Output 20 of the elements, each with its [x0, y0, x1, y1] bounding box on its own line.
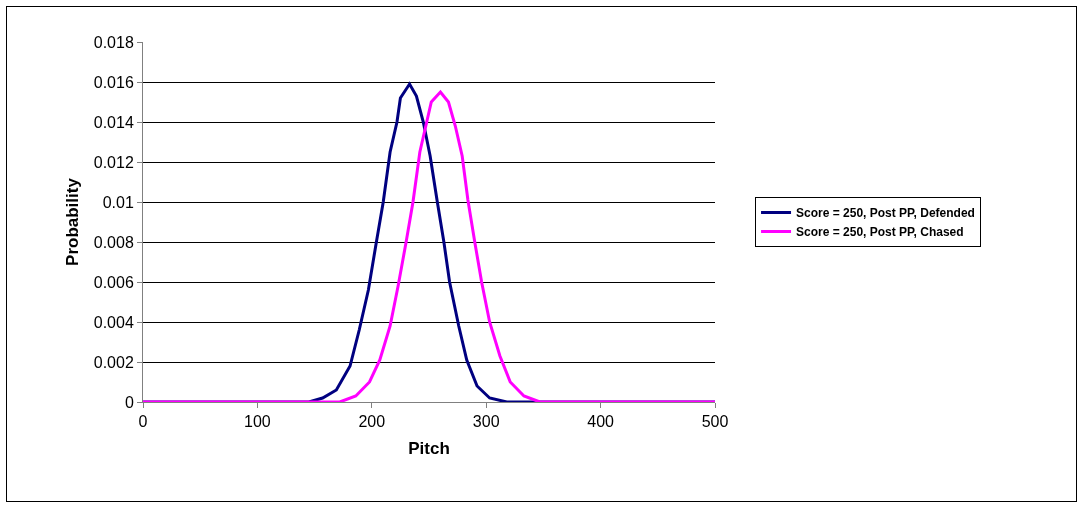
- x-tick-label: 300: [472, 413, 500, 431]
- y-axis-title: Probability: [63, 177, 83, 266]
- x-tick-label: 0: [138, 413, 148, 431]
- y-tick-label: 0.014: [93, 113, 134, 131]
- x-tick-label: 200: [358, 413, 386, 431]
- y-tick-label: 0: [124, 393, 134, 411]
- x-axis-title: Pitch: [408, 438, 450, 458]
- y-tick-label: 0.01: [102, 193, 134, 211]
- x-tick-label: 500: [701, 413, 729, 431]
- y-tick-label: 0.002: [93, 353, 134, 371]
- legend-label: Score = 250, Post PP, Defended: [796, 206, 975, 221]
- legend-label: Score = 250, Post PP, Chased: [796, 225, 964, 240]
- x-tick-label: 100: [244, 413, 271, 431]
- y-tick-label: 0.016: [93, 73, 134, 91]
- y-tick-label: 0.006: [93, 273, 134, 291]
- x-tick-label: 400: [587, 413, 615, 431]
- y-tick-label: 0.004: [93, 313, 134, 331]
- y-tick-label: 0.018: [93, 33, 134, 51]
- y-tick-label: 0.008: [93, 233, 134, 251]
- y-tick-label: 0.012: [93, 153, 134, 171]
